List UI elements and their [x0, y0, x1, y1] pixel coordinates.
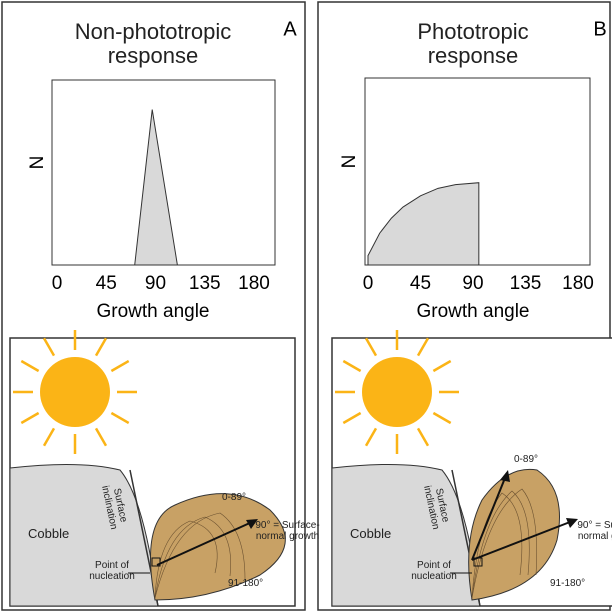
x-tick-label: 0 — [52, 273, 63, 294]
x-tick-label: 0 — [363, 273, 374, 294]
diagram — [10, 330, 295, 606]
x-axis-label: Growth angle — [96, 301, 209, 322]
normal-label: 90° = Surface-normal growth — [255, 520, 320, 542]
y-axis-label: N — [27, 156, 48, 170]
chart-title: Phototropic response — [373, 20, 573, 68]
normal-label: 90° = Surface-normal growth — [577, 520, 612, 542]
figure: 0 45 90 135 180 Growth angle N A 0 45 90 135 180 Grow… — [0, 0, 612, 613]
range-low-label: 0-89° — [514, 454, 538, 465]
sun — [40, 357, 110, 427]
x-tick-label: 45 — [96, 273, 117, 294]
range-high-label: 91-180° — [228, 578, 263, 589]
cobble-label: Cobble — [350, 527, 391, 541]
panel-label: A — [283, 18, 297, 40]
chart-title: Non-phototropic response — [53, 20, 253, 68]
x-axis-label: Growth angle — [416, 301, 529, 322]
range-high-label: 91-180° — [550, 578, 585, 589]
nucleation-label: Point of nucleation — [404, 560, 464, 582]
x-tick-label: 90 — [462, 273, 483, 294]
y-axis-label: N — [339, 155, 360, 169]
panel-label: B — [593, 18, 606, 40]
x-tick-label: 180 — [238, 273, 270, 294]
x-tick-label: 180 — [562, 273, 594, 294]
x-tick-label: 90 — [145, 273, 166, 294]
cobble-label: Cobble — [28, 527, 69, 541]
sun — [362, 357, 432, 427]
range-low-label: 0-89° — [222, 492, 246, 503]
diagram — [332, 330, 612, 606]
x-tick-label: 135 — [510, 273, 542, 294]
nucleation-label: Point of nucleation — [82, 560, 142, 582]
x-tick-label: 45 — [410, 273, 431, 294]
x-tick-label: 135 — [189, 273, 221, 294]
